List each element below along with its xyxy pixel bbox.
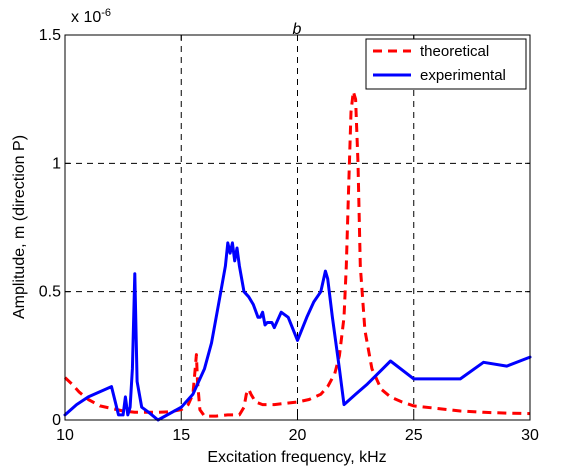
legend: theoretical experimental bbox=[365, 38, 527, 90]
y-exponent-label: x 10-6 bbox=[71, 7, 111, 26]
x-tick-label: 15 bbox=[172, 427, 190, 444]
y-axis-label: Amplitude, m (direction P) bbox=[11, 135, 28, 319]
legend-box bbox=[365, 38, 527, 90]
axis-ticks: 10 15 20 25 30 0 0.5 1 1.5 bbox=[39, 27, 539, 444]
x-axis-label: Excitation frequency, kHz bbox=[207, 449, 386, 466]
grid-lines bbox=[65, 35, 530, 420]
x-tick-label: 25 bbox=[405, 427, 423, 444]
y-tick-label: 1 bbox=[52, 155, 61, 172]
legend-label-experimental: experimental bbox=[420, 67, 506, 84]
x-tick-label: 30 bbox=[521, 427, 539, 444]
chart-title: b bbox=[293, 21, 302, 38]
series-line-theoretical bbox=[63, 90, 531, 418]
x-tick-label: 20 bbox=[289, 427, 307, 444]
x-tick-label: 10 bbox=[56, 427, 74, 444]
y-tick-label: 0 bbox=[52, 412, 61, 429]
series-lines bbox=[63, 90, 532, 422]
series-line-experimental bbox=[63, 241, 532, 422]
y-tick-label: 1.5 bbox=[39, 27, 61, 44]
y-tick-label: 0.5 bbox=[39, 284, 61, 301]
legend-label-theoretical: theoretical bbox=[420, 43, 489, 60]
